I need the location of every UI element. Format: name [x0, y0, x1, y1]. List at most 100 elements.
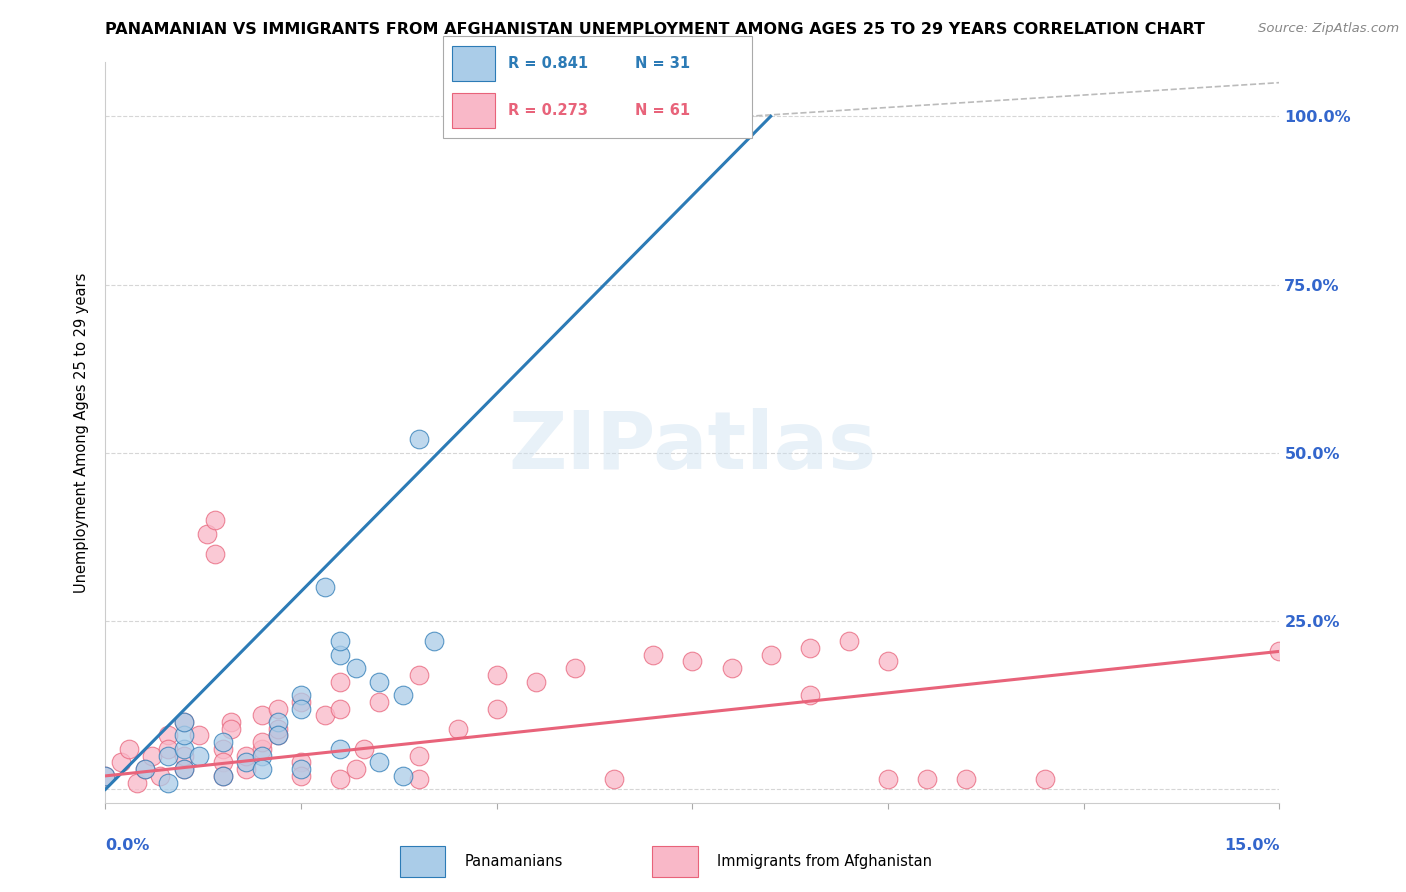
Point [157, 775, 180, 789]
Text: N = 61: N = 61 [634, 103, 690, 118]
Point [173, 729, 195, 743]
Point [564, 109, 586, 123]
Text: R = 0.841: R = 0.841 [508, 56, 588, 70]
Point [134, 762, 156, 776]
Point [290, 762, 312, 776]
Point [485, 668, 508, 682]
Point [266, 729, 288, 743]
Point [250, 735, 273, 749]
Point [799, 688, 821, 702]
Point [173, 762, 195, 776]
Point [344, 762, 367, 776]
Point [219, 722, 242, 736]
Point [149, 769, 172, 783]
Point [290, 756, 312, 770]
Point [408, 772, 430, 787]
Point [141, 748, 163, 763]
Point [211, 735, 233, 749]
Point [188, 729, 211, 743]
Point [408, 668, 430, 682]
Point [219, 714, 242, 729]
Text: PANAMANIAN VS IMMIGRANTS FROM AFGHANISTAN UNEMPLOYMENT AMONG AGES 25 TO 29 YEARS: PANAMANIAN VS IMMIGRANTS FROM AFGHANISTA… [105, 22, 1205, 37]
Point [915, 772, 938, 787]
Point [877, 772, 900, 787]
Point [564, 661, 586, 675]
Point [266, 714, 288, 729]
Point [211, 769, 233, 783]
Point [877, 655, 900, 669]
Point [368, 674, 391, 689]
Text: Immigrants from Afghanistan: Immigrants from Afghanistan [717, 854, 932, 869]
Point [524, 674, 547, 689]
Point [173, 714, 195, 729]
Y-axis label: Unemployment Among Ages 25 to 29 years: Unemployment Among Ages 25 to 29 years [75, 272, 90, 593]
Point [204, 513, 226, 527]
Text: Source: ZipAtlas.com: Source: ZipAtlas.com [1258, 22, 1399, 36]
Point [423, 634, 446, 648]
Point [329, 742, 352, 756]
Point [329, 648, 352, 662]
Point [211, 742, 233, 756]
Text: Panamanians: Panamanians [465, 854, 564, 869]
Text: 15.0%: 15.0% [1225, 838, 1279, 853]
Point [134, 762, 156, 776]
Point [643, 109, 665, 123]
Point [211, 756, 233, 770]
Point [235, 762, 257, 776]
Text: ZIPatlas: ZIPatlas [509, 409, 876, 486]
Point [250, 742, 273, 756]
Point [368, 695, 391, 709]
FancyBboxPatch shape [453, 93, 495, 128]
Point [188, 748, 211, 763]
Point [344, 661, 367, 675]
Point [838, 634, 860, 648]
Point [446, 722, 468, 736]
Text: R = 0.273: R = 0.273 [508, 103, 588, 118]
Point [266, 701, 288, 715]
Point [290, 695, 312, 709]
FancyBboxPatch shape [401, 846, 446, 878]
Point [173, 762, 195, 776]
Point [681, 655, 703, 669]
Point [353, 742, 375, 756]
Point [125, 775, 148, 789]
Point [314, 708, 336, 723]
Point [329, 674, 352, 689]
Point [204, 547, 226, 561]
Point [603, 772, 626, 787]
FancyBboxPatch shape [453, 46, 495, 81]
Point [392, 769, 415, 783]
Point [1268, 644, 1291, 658]
Point [266, 722, 288, 736]
Point [157, 729, 180, 743]
Point [290, 701, 312, 715]
Point [266, 729, 288, 743]
Point [250, 762, 273, 776]
Point [329, 772, 352, 787]
Point [94, 769, 117, 783]
Point [173, 748, 195, 763]
Point [485, 701, 508, 715]
Point [368, 756, 391, 770]
Point [643, 648, 665, 662]
Point [1033, 772, 1056, 787]
FancyBboxPatch shape [443, 36, 752, 138]
Point [290, 769, 312, 783]
Point [110, 756, 132, 770]
Point [211, 769, 233, 783]
Point [157, 748, 180, 763]
Point [94, 769, 117, 783]
Point [314, 581, 336, 595]
Point [118, 742, 141, 756]
Point [392, 688, 415, 702]
Point [157, 742, 180, 756]
Point [173, 714, 195, 729]
Point [408, 433, 430, 447]
Point [235, 748, 257, 763]
Point [408, 748, 430, 763]
Point [329, 634, 352, 648]
Point [290, 688, 312, 702]
Point [329, 701, 352, 715]
Point [250, 748, 273, 763]
Point [955, 772, 977, 787]
